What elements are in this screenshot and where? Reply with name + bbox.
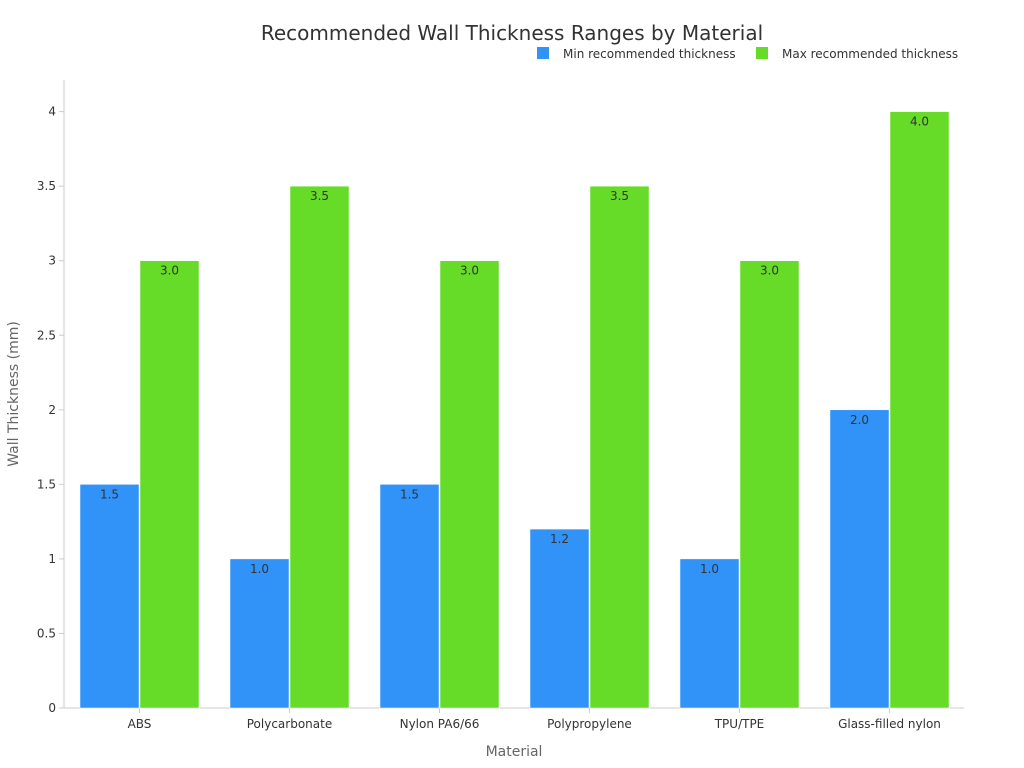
y-tick-label: 2 xyxy=(48,403,56,417)
bar-max xyxy=(739,260,800,709)
bar-label-min: 2.0 xyxy=(850,413,869,427)
bar-label-max: 4.0 xyxy=(910,115,929,129)
y-tick-label: 0 xyxy=(48,701,56,715)
y-tick-label: 2.5 xyxy=(37,328,56,342)
bar-label-max: 3.0 xyxy=(160,264,179,278)
bar-min xyxy=(379,484,440,709)
x-tick-label: Polycarbonate xyxy=(247,717,332,731)
legend: Min recommended thickness Max recommende… xyxy=(537,47,958,61)
bar-min xyxy=(679,558,740,709)
x-tick-label: TPU/TPE xyxy=(714,717,765,731)
bar-min xyxy=(229,558,290,709)
bar-label-max: 3.0 xyxy=(760,264,779,278)
y-tick-label: 3.5 xyxy=(37,179,56,193)
bar-label-min: 1.5 xyxy=(400,487,419,501)
bar-label-min: 1.0 xyxy=(700,562,719,576)
bar-max xyxy=(589,185,650,709)
y-tick-label: 3 xyxy=(48,254,56,268)
legend-swatch-min xyxy=(537,47,549,59)
bar-max xyxy=(289,185,350,709)
x-tick-label: Polypropylene xyxy=(547,717,632,731)
legend-label-max: Max recommended thickness xyxy=(782,47,958,61)
bar-min xyxy=(829,409,890,709)
legend-swatch-max xyxy=(756,47,768,59)
bar-max xyxy=(439,260,500,709)
x-ticks: ABS Polycarbonate Nylon PA6/66 Polypropylen… xyxy=(128,708,941,731)
legend-label-min: Min recommended thickness xyxy=(563,47,736,61)
y-ticks: 0 0.5 1 1.5 2 2.5 3 3.5 4 xyxy=(37,105,64,715)
bars xyxy=(79,111,950,709)
bar-labels: 1.5 3.0 1.0 3.5 1.5 3.0 1.2 3.5 1.0 3.0 2.0 4.0 xyxy=(100,115,929,576)
y-tick-label: 0.5 xyxy=(37,626,56,640)
bar-max xyxy=(139,260,200,709)
x-axis-label: Material xyxy=(486,744,543,760)
y-tick-label: 1 xyxy=(48,552,56,566)
x-tick-label: Glass-filled nylon xyxy=(838,717,941,731)
bar-label-max: 3.5 xyxy=(310,189,329,203)
axes xyxy=(63,80,964,709)
bar-min xyxy=(79,484,140,709)
bar-label-min: 1.2 xyxy=(550,532,569,546)
bar-label-min: 1.5 xyxy=(100,487,119,501)
x-tick-label: Nylon PA6/66 xyxy=(400,717,480,731)
bar-label-min: 1.0 xyxy=(250,562,269,576)
bar-max xyxy=(889,111,950,709)
bar-label-max: 3.0 xyxy=(460,264,479,278)
x-tick-label: ABS xyxy=(128,717,152,731)
bar-min xyxy=(529,528,590,709)
chart-title: Recommended Wall Thickness Ranges by Mat… xyxy=(261,21,763,45)
y-tick-label: 1.5 xyxy=(37,477,56,491)
bar-label-max: 3.5 xyxy=(610,189,629,203)
y-axis-label: Wall Thickness (mm) xyxy=(6,321,22,467)
y-tick-label: 4 xyxy=(48,105,56,119)
